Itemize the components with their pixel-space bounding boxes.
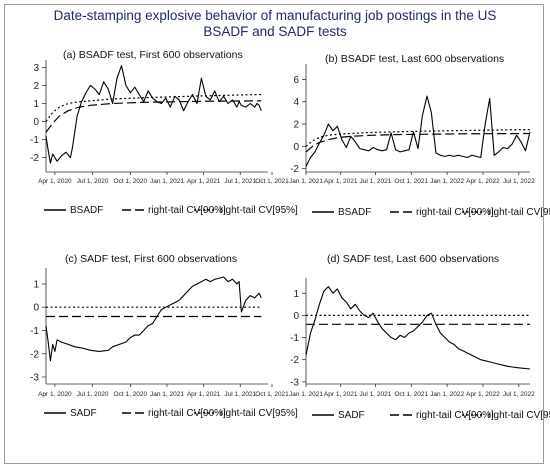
x-tick-label: Jul 1, 2021 — [360, 391, 392, 398]
x-tick-label: Apr 1, 2022 — [466, 391, 500, 398]
x-tick-label: Jul 1, 2022 — [503, 391, 535, 398]
panel-title: (c) SADF test, First 600 observations — [65, 253, 237, 265]
y-tick-label: -3 — [30, 373, 39, 384]
x-tick-label: Jul 1, 2022 — [503, 178, 535, 185]
x-tick-label: Jan 1, 2021 — [150, 178, 184, 185]
series-line-solid — [45, 65, 262, 164]
legend-label: SADF — [338, 410, 365, 421]
series-line-solid — [305, 286, 531, 370]
series-line-solid — [45, 276, 262, 362]
x-tick-label: Jan 1, 2021 — [289, 391, 323, 398]
series-line-dot — [45, 93, 262, 122]
figure-frame — [4, 4, 544, 464]
series-line-dash — [45, 100, 262, 133]
legend-label: right-tail CV[95%] — [488, 207, 550, 218]
x-tick-label: Jul 1, 2020 — [77, 178, 109, 185]
legend-label: right-tail CV[95%] — [220, 205, 298, 216]
x-tick-label: Jul 1, 2021 — [224, 178, 256, 185]
y-tick-label: -2 — [290, 355, 299, 366]
y-tick-label: -3 — [290, 377, 299, 388]
y-tick-label: 1 — [293, 289, 299, 300]
legend-label: right-tail CV[90%] — [416, 410, 494, 421]
series-line-dot — [305, 129, 531, 147]
y-tick-label: 2 — [33, 81, 39, 92]
chart-panel-2: (c) SADF test, First 600 observations -3 -… — [30, 253, 298, 419]
y-tick-label: 6 — [293, 75, 299, 86]
legend-label: SADF — [70, 408, 97, 419]
figure-title-line-2: BSADF and SADF tests — [203, 24, 347, 39]
y-tick-label: -1 — [30, 135, 39, 146]
x-tick-label: Apr 1, 2021 — [187, 178, 221, 185]
y-tick-label: 3 — [33, 63, 39, 74]
y-tick-label: 2 — [293, 120, 299, 131]
x-tick-label: Jul 1, 2021 — [360, 178, 392, 185]
legend-label: right-tail CV[90%] — [416, 207, 494, 218]
panel-title: (b) BSADF test, Last 600 observations — [325, 53, 504, 65]
x-tick-label: Oct 1, 2020 — [114, 391, 148, 398]
panel-title: (a) BSADF test, First 600 observations — [63, 49, 243, 61]
y-tick-label: -2 — [30, 349, 39, 360]
y-tick-label: -2 — [30, 153, 39, 164]
figure-title: Date-stamping explosive behavior of manu… — [0, 8, 550, 40]
chart-panel-1: (b) BSADF test, Last 600 observations -2 0… — [289, 53, 550, 218]
chart-panel-3: (d) SADF test, Last 600 observations -3 -2… — [289, 253, 550, 421]
x-tick-label: Jul 1, 2020 — [77, 391, 109, 398]
series-line-solid — [305, 95, 531, 167]
x-tick-label: Apr 1, 2021 — [324, 178, 358, 185]
y-tick-label: 0 — [33, 303, 39, 314]
series-line-dash — [305, 132, 531, 153]
x-tick-label: Oct 1, 2021 — [255, 391, 289, 398]
x-tick-label: Apr 1, 2020 — [38, 391, 72, 398]
x-tick-label: Oct 1, 2021 — [255, 178, 289, 185]
legend-label: right-tail CV[95%] — [220, 408, 298, 419]
y-tick-label: 0 — [33, 117, 39, 128]
y-tick-label: -2 — [290, 164, 299, 175]
x-tick-label: Oct 1, 2021 — [394, 391, 428, 398]
legend-label: BSADF — [70, 205, 103, 216]
x-tick-label: Apr 1, 2021 — [187, 391, 221, 398]
legend-label: BSADF — [338, 207, 371, 218]
figure-title-line-1: Date-stamping explosive behavior of manu… — [53, 8, 497, 23]
panel-title: (d) SADF test, Last 600 observations — [327, 253, 499, 265]
y-tick-label: 0 — [293, 142, 299, 153]
x-tick-label: Apr 1, 2022 — [466, 178, 500, 185]
x-tick-label: Oct 1, 2021 — [394, 178, 428, 185]
y-tick-label: -1 — [30, 326, 39, 337]
x-tick-label: Oct 1, 2020 — [114, 178, 148, 185]
y-tick-label: 0 — [293, 311, 299, 322]
x-tick-label: Jan 1, 2022 — [430, 178, 464, 185]
y-tick-label: -1 — [290, 333, 299, 344]
legend-label: right-tail CV[95%] — [488, 410, 550, 421]
x-tick-label: Apr 1, 2021 — [324, 391, 358, 398]
x-tick-label: Jan 1, 2021 — [150, 391, 184, 398]
y-tick-label: 4 — [293, 97, 299, 108]
x-tick-label: Jul 1, 2021 — [224, 391, 256, 398]
legend-label: right-tail CV[90%] — [148, 408, 226, 419]
x-tick-label: Jan 1, 2021 — [289, 178, 323, 185]
y-tick-label: 1 — [33, 99, 39, 110]
legend-label: right-tail CV[90%] — [148, 205, 226, 216]
x-tick-label: Apr 1, 2020 — [38, 178, 72, 185]
x-tick-label: Jan 1, 2022 — [430, 391, 464, 398]
chart-panel-0: (a) BSADF test, First 600 observations -2… — [30, 49, 298, 216]
y-tick-label: 1 — [33, 279, 39, 290]
